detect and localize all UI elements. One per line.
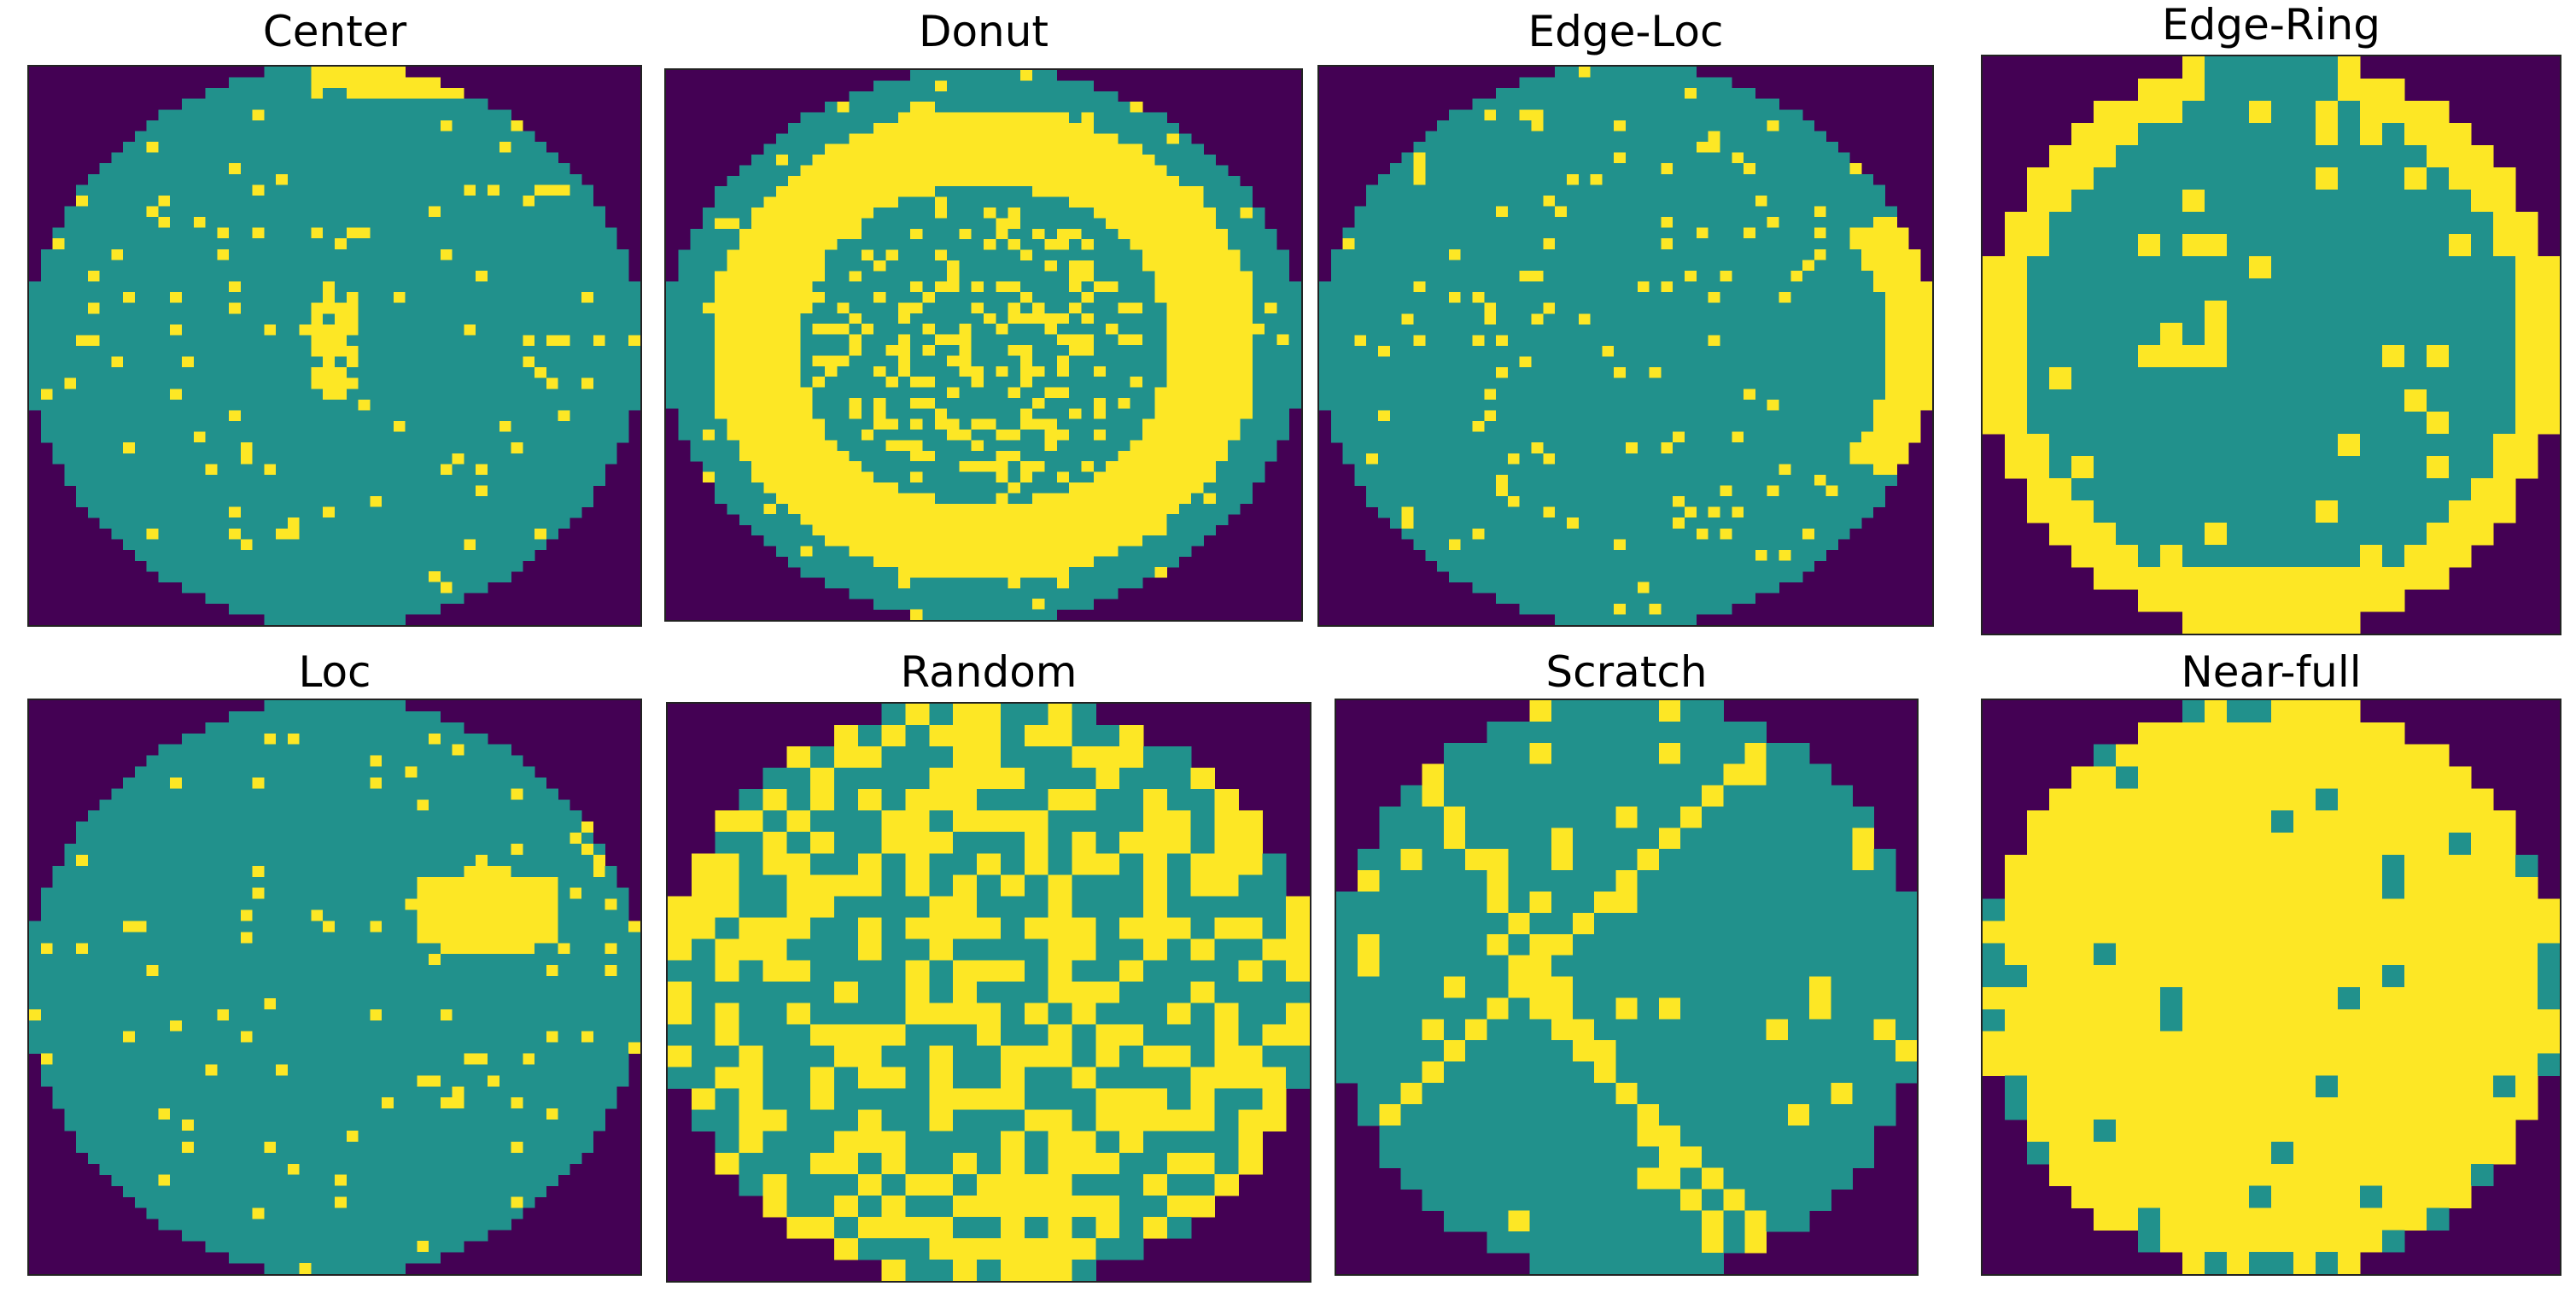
wafer-map-loc	[27, 699, 642, 1276]
wafer-map-donut	[664, 68, 1303, 622]
wafer-map-image	[1319, 67, 1932, 625]
panel-title: Near-full	[2181, 647, 2362, 697]
wafer-map-edge-ring	[1981, 55, 2561, 635]
panel-edge-loc: Edge-Loc	[1317, 7, 1934, 627]
wafer-map-image	[668, 704, 1310, 1281]
wafer-map-edge-loc	[1317, 65, 1934, 627]
panel-title: Donut	[918, 7, 1049, 56]
wafer-map-image	[1983, 700, 2560, 1274]
panel-title: Edge-Loc	[1527, 7, 1724, 56]
wafer-map-random	[666, 702, 1311, 1283]
panel-title: Scratch	[1545, 647, 1708, 697]
wafer-map-image	[666, 70, 1301, 620]
panel-title: Edge-Ring	[2162, 0, 2380, 50]
panel-title: Center	[262, 7, 407, 56]
wafer-map-image	[29, 700, 640, 1274]
panel-near-full: Near-full	[1981, 647, 2561, 1276]
panel-title: Random	[900, 647, 1078, 697]
panel-donut: Donut	[664, 7, 1303, 622]
panel-scratch: Scratch	[1335, 647, 1919, 1276]
wafer-map-image	[1336, 700, 1917, 1274]
panel-loc: Loc	[27, 647, 642, 1276]
panel-center: Center	[27, 7, 642, 627]
wafer-map-center	[27, 65, 642, 627]
panel-random: Random	[666, 647, 1311, 1283]
wafer-map-image	[29, 67, 640, 625]
panel-edge-ring: Edge-Ring	[1981, 0, 2561, 635]
wafer-map-image	[1983, 56, 2560, 634]
wafer-map-near-full	[1981, 699, 2561, 1276]
panel-title: Loc	[298, 647, 371, 697]
wafer-map-scratch	[1335, 699, 1919, 1276]
